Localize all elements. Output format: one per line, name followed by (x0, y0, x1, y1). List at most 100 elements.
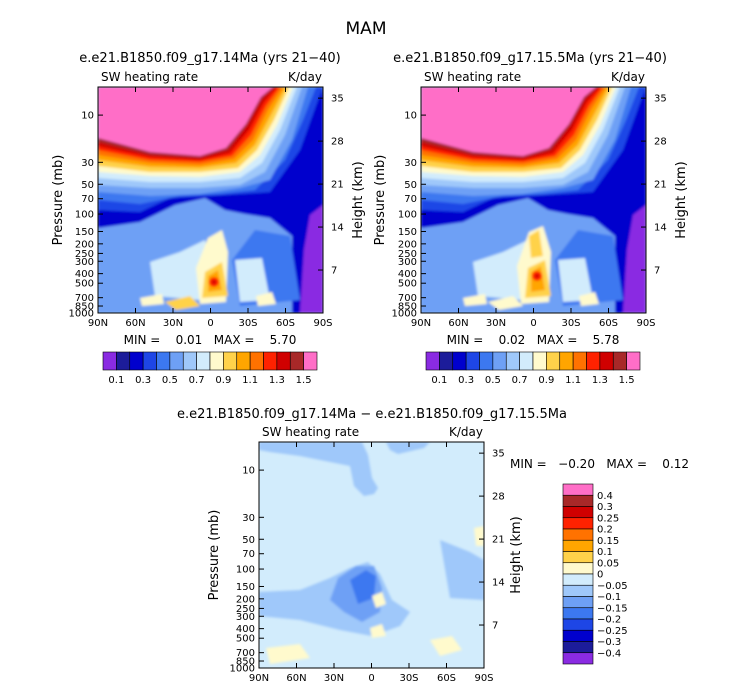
y-tick-label: 70 (404, 194, 417, 205)
colorbar-swatch (236, 351, 251, 371)
colorbar-swatch (562, 494, 594, 507)
panel-3-stats: MIN = −0.20 MAX = 0.12 (510, 457, 689, 471)
colorbar-swatch (303, 351, 318, 371)
colorbar-swatch (546, 351, 561, 371)
panel-2-title: e.e21.B1850.f09_g17.15.5Ma (yrs 21−40) (393, 51, 667, 66)
panel-3: e.e21.B1850.f09_g17.14Ma − e.e21.B1850.f… (177, 407, 689, 684)
colorbar-swatch (562, 652, 594, 665)
y-right-tick-label: 14 (654, 223, 667, 234)
colorbar-label: −0.1 (597, 592, 621, 603)
colorbar-swatch (562, 483, 594, 496)
y-tick-label: 100 (398, 210, 417, 221)
y-tick-label: 1000 (230, 664, 255, 675)
colorbar-label: 0.3 (135, 375, 151, 386)
colorbar-swatch (562, 573, 594, 586)
colorbar-swatch (562, 539, 594, 552)
colorbar-swatch (209, 351, 224, 371)
colorbar-swatch (289, 351, 304, 371)
y-tick-label: 850 (398, 302, 417, 313)
x-tick-label: 90S (474, 673, 493, 684)
y-tick-label: 200 (75, 239, 94, 250)
y-tick-label: 400 (398, 269, 417, 280)
colorbar-swatch (142, 351, 157, 371)
colorbar-swatch (572, 351, 587, 371)
x-tick-label: 60S (599, 318, 618, 329)
x-tick-label: 60S (437, 673, 456, 684)
colorbar-swatch (116, 351, 131, 371)
colorbar-label: 0.5 (162, 375, 178, 386)
y-right-tick-label: 21 (492, 535, 505, 546)
colorbar-label: 0.7 (189, 375, 205, 386)
colorbar-label: −0.05 (597, 581, 628, 592)
panel-1-ylabel: Pressure (mb) (51, 155, 66, 246)
colorbar-swatch (562, 506, 594, 519)
y-right-tick-label: 35 (331, 94, 344, 105)
y-right-tick-label: 7 (654, 266, 660, 277)
x-tick-label: 30N (486, 318, 506, 329)
colorbar-label: −0.4 (597, 648, 621, 659)
colorbar-swatch (562, 517, 594, 530)
colorbar-swatch (129, 351, 144, 371)
colorbar-label: −0.3 (597, 637, 621, 648)
colorbar-swatch (156, 351, 171, 371)
colorbar-label: 0.3 (597, 502, 613, 513)
x-tick-label: 90N (411, 318, 431, 329)
y-tick-label: 50 (81, 180, 94, 191)
colorbar-swatch (452, 351, 467, 371)
panel-3-subtitle-right: K/day (449, 425, 483, 439)
y-right-tick-label: 28 (331, 137, 344, 148)
panel-3-title: e.e21.B1850.f09_g17.14Ma − e.e21.B1850.f… (177, 407, 567, 422)
panel-2-subtitle-left: SW heating rate (424, 70, 521, 84)
colorbar-label: 1.1 (565, 375, 581, 386)
colorbar-label: 0.1 (597, 547, 613, 558)
panel-3-contour-field (259, 442, 484, 668)
colorbar-label: 0.3 (458, 375, 474, 386)
x-tick-label: 60S (276, 318, 295, 329)
y-right-tick-label: 14 (492, 578, 505, 589)
x-tick-label: 90N (249, 673, 269, 684)
y-tick-label: 70 (242, 549, 255, 560)
colorbar-label: 0.05 (597, 558, 619, 569)
x-tick-label: 90S (313, 318, 332, 329)
y-tick-label: 300 (398, 257, 417, 268)
panel-3-subtitle-left: SW heating rate (262, 425, 359, 439)
y-tick-label: 30 (404, 158, 417, 169)
panel-2-stats: MIN = 0.02 MAX = 5.78 (447, 333, 620, 347)
x-tick-label: 60N (125, 318, 145, 329)
y-tick-label: 500 (236, 634, 255, 645)
colorbar-label: 0.7 (512, 375, 528, 386)
y-tick-label: 250 (398, 249, 417, 260)
colorbar-label: 0.9 (215, 375, 231, 386)
colorbar-swatch (223, 351, 238, 371)
y-right-tick-label: 35 (492, 449, 505, 460)
colorbar-swatch (562, 596, 594, 609)
y-tick-label: 50 (242, 535, 255, 546)
panel-1-ylabel-right: Height (km) (351, 161, 366, 238)
colorbar-swatch (182, 351, 197, 371)
colorbar-label: 0.5 (485, 375, 501, 386)
colorbar-swatch (562, 641, 594, 654)
panel-2-ylabel: Pressure (mb) (373, 155, 388, 246)
colorbar-swatch (562, 607, 594, 620)
colorbar-swatch (559, 351, 574, 371)
x-tick-label: 30N (324, 673, 344, 684)
y-tick-label: 850 (236, 657, 255, 668)
x-tick-label: 60N (286, 673, 306, 684)
panel-1-subtitle-left: SW heating rate (101, 70, 198, 84)
colorbar-swatch (626, 351, 641, 371)
colorbar-label: 1.3 (592, 375, 608, 386)
colorbar-label: 0.1 (108, 375, 124, 386)
y-tick-label: 50 (404, 180, 417, 191)
colorbar-label: 0.9 (538, 375, 554, 386)
colorbar-swatch (465, 351, 480, 371)
colorbar-swatch (562, 629, 594, 642)
x-tick-label: 30S (238, 318, 257, 329)
y-tick-label: 300 (75, 257, 94, 268)
y-tick-label: 400 (75, 269, 94, 280)
colorbar-swatch (519, 351, 534, 371)
colorbar-swatch (562, 551, 594, 564)
colorbar-label: −0.15 (597, 603, 628, 614)
x-tick-label: 90S (636, 318, 655, 329)
y-tick-label: 200 (398, 239, 417, 250)
